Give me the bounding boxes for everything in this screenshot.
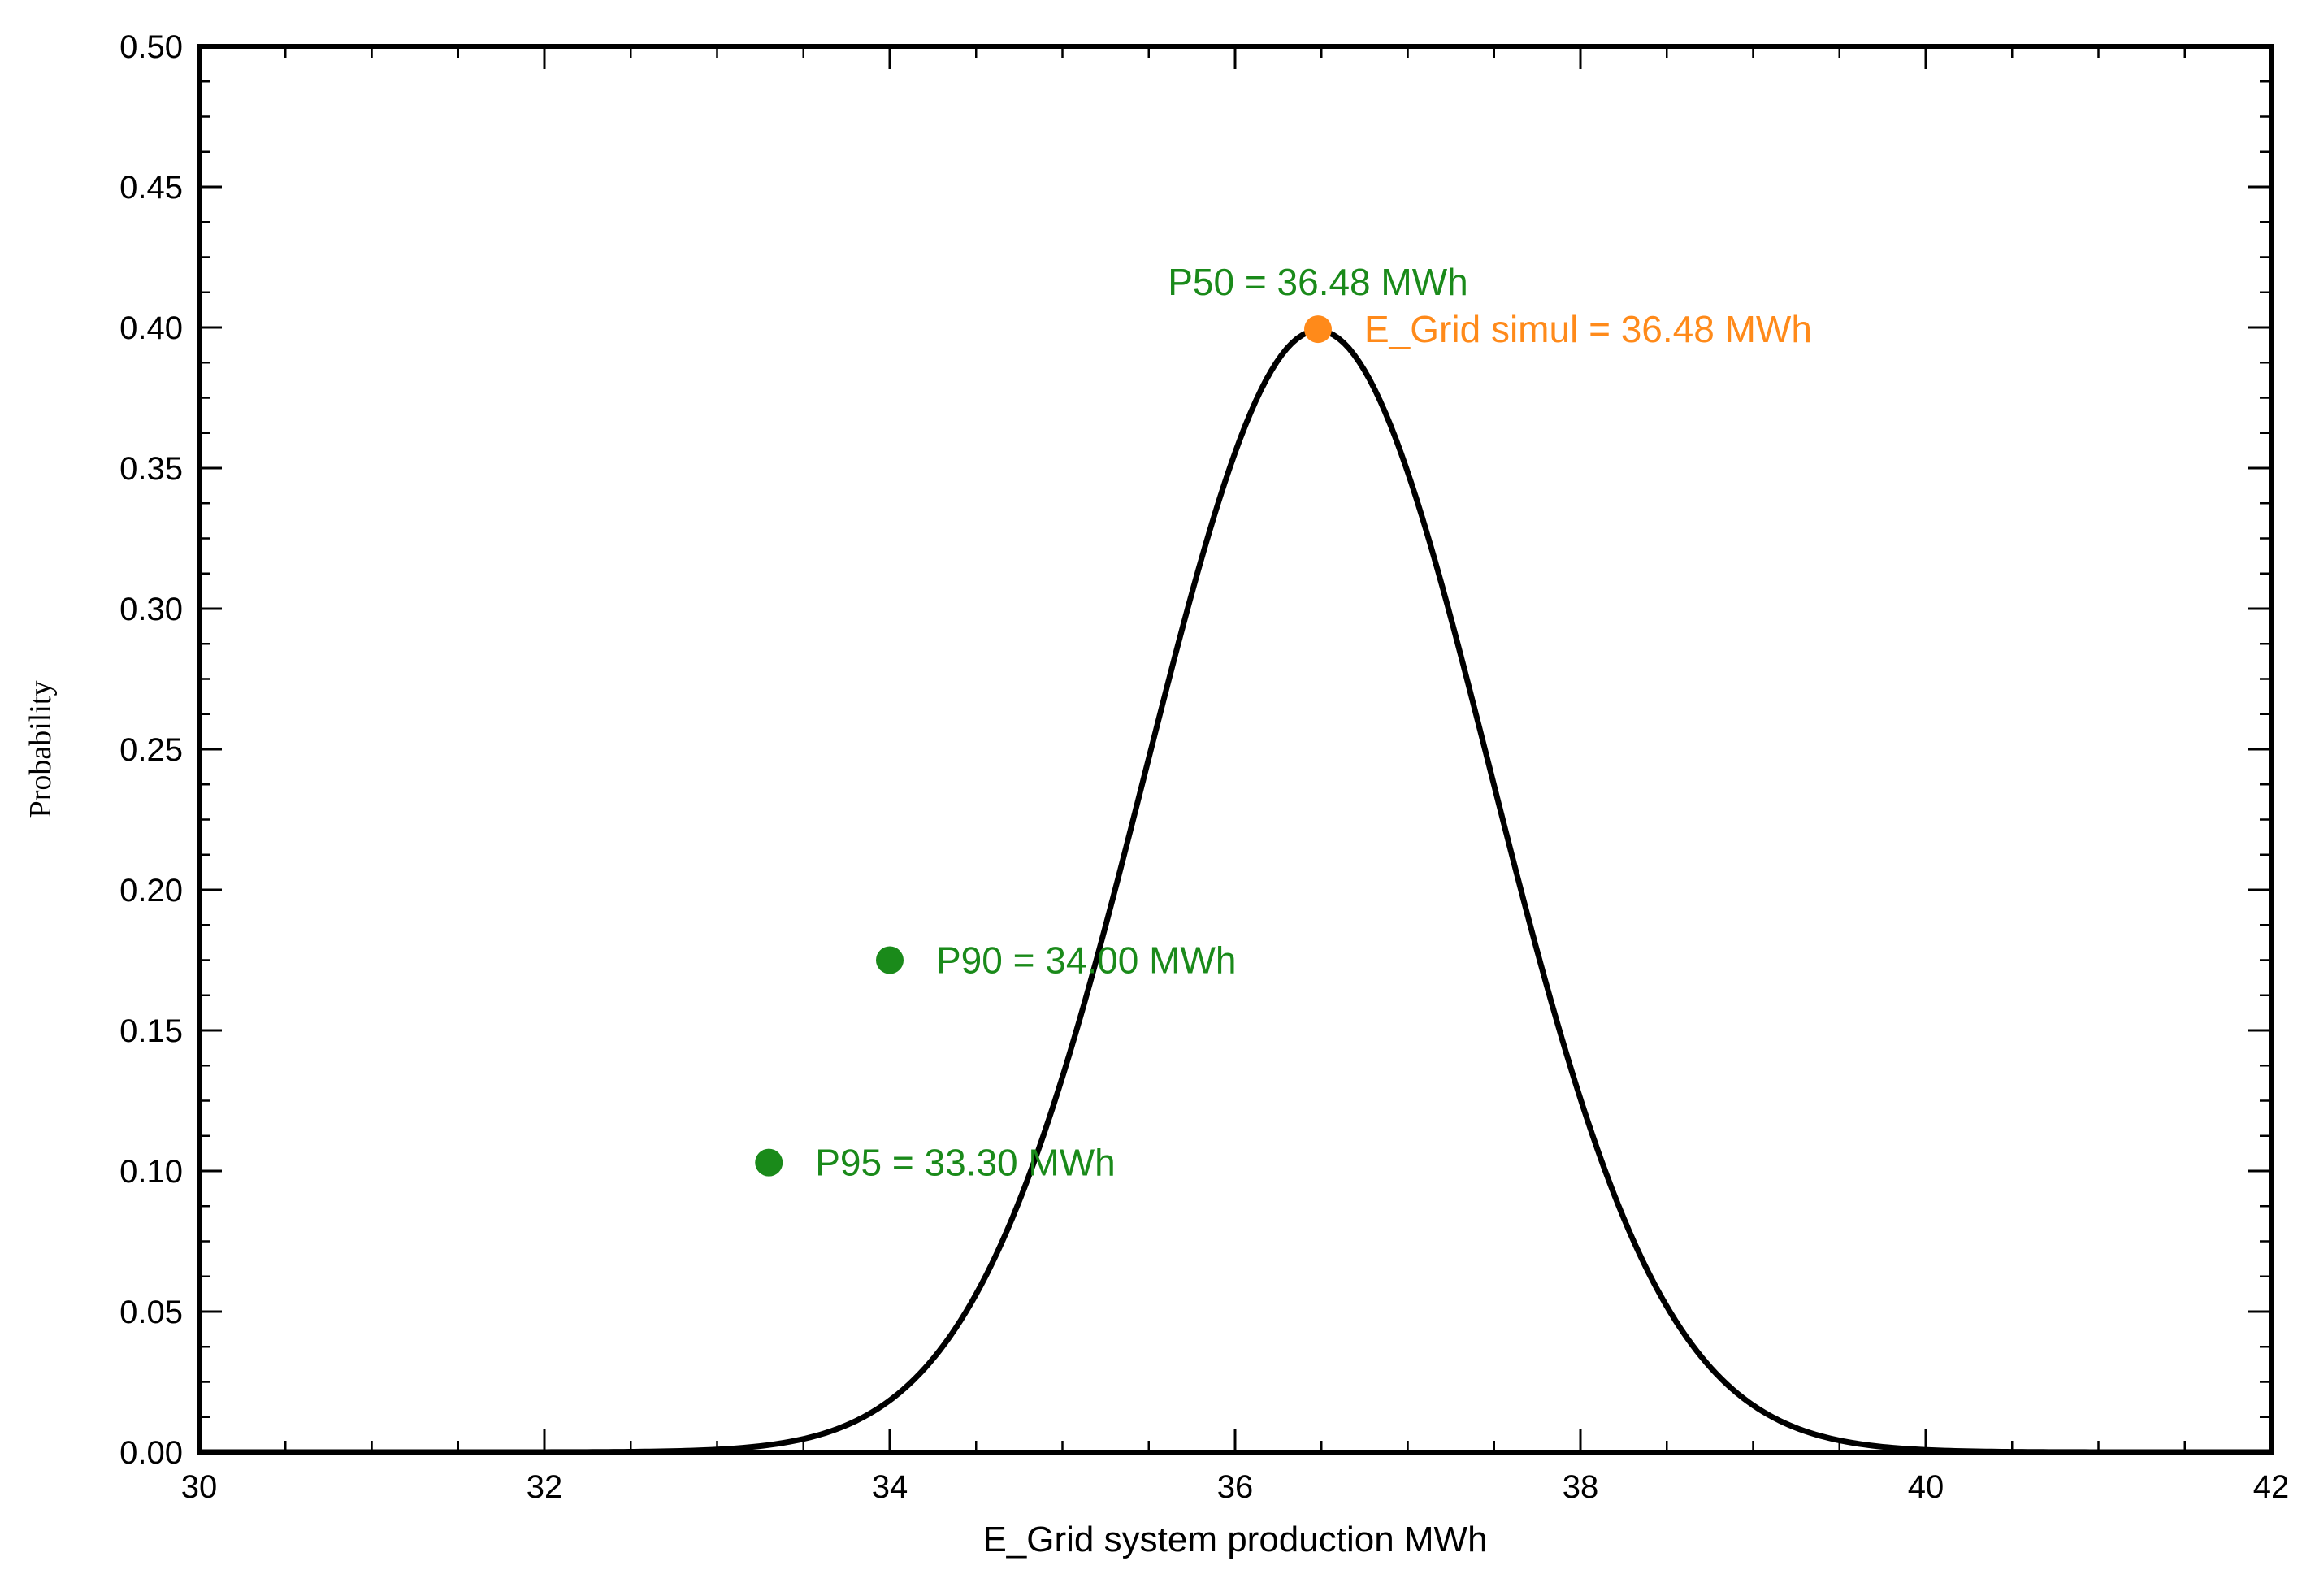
x-tick-label: 36 [1217, 1469, 1254, 1505]
y-tick-label: 0.40 [119, 310, 183, 346]
x-minor-ticks [284, 46, 2186, 1452]
y-tick-label: 0.15 [119, 1013, 183, 1049]
p90-marker [876, 946, 904, 974]
plot-frame [197, 44, 2274, 1455]
x-tick-label: 42 [2253, 1469, 2290, 1505]
y-tick-label: 0.35 [119, 451, 183, 487]
p90-label: P90 = 34.00 MWh [936, 939, 1236, 982]
y-tick-label: 0.05 [119, 1295, 183, 1330]
y-axis-label: Probability [24, 681, 58, 818]
x-tick-label: 34 [872, 1469, 908, 1505]
annotations: P50 = 36.48 MWh E_Grid simul = 36.48 MWh P… [755, 261, 1812, 1184]
y-tick-label: 0.25 [119, 732, 183, 768]
y-tick-label: 0.30 [119, 592, 183, 627]
egrid-label: E_Grid simul = 36.48 MWh [1364, 308, 1812, 350]
y-tick-label: 0.50 [119, 29, 183, 65]
y-axis-ticks: 0.00 0.05 0.10 0.15 0.20 0.25 0.30 0.35 0.40 0.45… [119, 29, 2271, 1471]
distribution-curve [199, 327, 2271, 1455]
p95-marker [755, 1148, 783, 1177]
y-tick-label: 0.45 [119, 170, 183, 206]
x-tick-label: 38 [1563, 1469, 1599, 1505]
y-tick-label: 0.20 [119, 873, 183, 909]
y-tick-label: 0.10 [119, 1154, 183, 1190]
x-axis-label: E_Grid system production MWh [982, 1520, 1487, 1559]
x-tick-label: 30 [181, 1469, 218, 1505]
x-tick-label: 40 [1908, 1469, 1944, 1505]
p95-label: P95 = 33.30 MWh [815, 1142, 1115, 1184]
x-axis-ticks: 30 32 34 36 38 40 42 [181, 46, 2290, 1505]
p50-label: P50 = 36.48 MWh [1168, 261, 1467, 303]
egrid-marker [1304, 315, 1332, 344]
x-tick-label: 32 [527, 1469, 563, 1505]
y-tick-label: 0.00 [119, 1435, 183, 1471]
